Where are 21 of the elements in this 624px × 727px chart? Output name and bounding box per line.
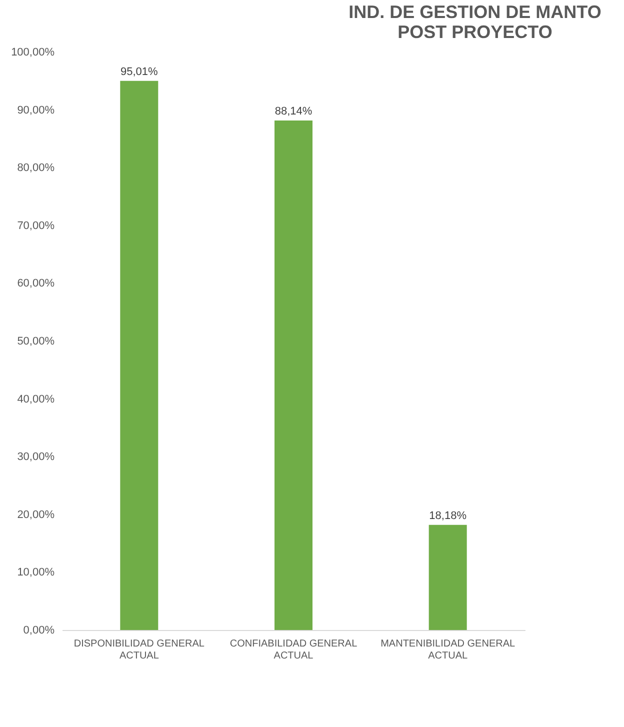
y-tick-label: 20,00% xyxy=(17,508,55,521)
y-tick-label: 0,00% xyxy=(23,624,55,636)
y-tick-label: 90,00% xyxy=(17,104,55,116)
x-tick-label: CONFIABILIDAD GENERAL ACTUAL xyxy=(230,638,358,662)
x-tick-label: MANTENIBILIDAD GENERAL ACTUAL xyxy=(380,638,516,662)
y-tick-label: 60,00% xyxy=(17,278,55,290)
bar xyxy=(274,120,312,630)
bar xyxy=(428,524,467,630)
chart-title: IND. DE GESTION DE MANTO POST PROYECTO xyxy=(348,2,602,42)
y-tick-label: 100,00% xyxy=(11,46,55,58)
y-tick-label: 70,00% xyxy=(17,220,55,232)
data-label: 95,01% xyxy=(120,66,158,78)
y-tick-label: 50,00% xyxy=(17,336,55,348)
y-tick-label: 10,00% xyxy=(17,566,55,579)
y-tick-label: 40,00% xyxy=(17,393,55,406)
x-tick-label: DISPONIBILIDAD GENERAL ACTUAL xyxy=(74,638,205,662)
y-tick-label: 80,00% xyxy=(17,162,55,174)
data-label: 18,18% xyxy=(429,510,467,522)
bar xyxy=(120,80,158,630)
data-label: 88,14% xyxy=(274,106,312,118)
y-tick-label: 30,00% xyxy=(17,451,55,464)
